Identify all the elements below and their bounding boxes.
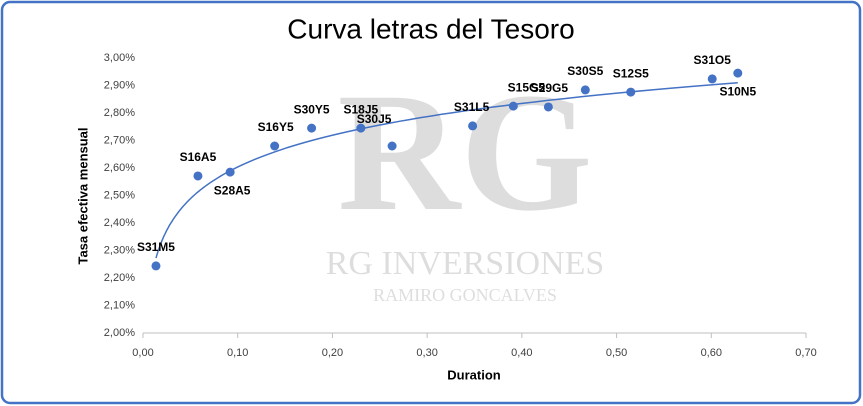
point: [543, 102, 553, 112]
x-axis-label: Duration: [447, 367, 501, 382]
point: [193, 171, 203, 181]
point-label: S15G5: [508, 80, 546, 94]
point-label: S31M5: [137, 240, 175, 254]
y-tick-label: 2,80%: [104, 107, 135, 119]
y-axis-label: Tasa efectiva mensual: [75, 127, 90, 264]
point: [387, 141, 397, 151]
point: [468, 121, 478, 131]
point-label: S30Y5: [294, 102, 330, 116]
point-label: S30J5: [357, 112, 392, 126]
x-tick-label: 0,30: [416, 347, 437, 359]
y-tick-label: 2,60%: [104, 162, 135, 174]
x-tick-label: 0,50: [606, 347, 627, 359]
x-tick-label: 0,10: [227, 347, 248, 359]
point-label: S16Y5: [258, 120, 294, 134]
point-label: S18J5: [343, 102, 378, 116]
point-label: S31O5: [694, 53, 732, 67]
watermark: RG RG INVERSIONES RAMIRO GONCALVES: [326, 58, 605, 305]
x-tick-label: 0,20: [322, 347, 343, 359]
point-label: S30S5: [567, 64, 603, 78]
x-tick-label: 0,60: [701, 347, 722, 359]
watermark-subtext: RAMIRO GONCALVES: [373, 285, 557, 305]
point: [580, 85, 590, 95]
point-label: S31L5: [454, 100, 490, 114]
x-tick-label: 0,70: [795, 347, 816, 359]
y-tick-label: 2,70%: [104, 134, 135, 146]
point: [356, 123, 366, 133]
point: [307, 123, 317, 133]
y-tick-label: 2,30%: [104, 244, 135, 256]
y-tick-label: 2,20%: [104, 272, 135, 284]
y-tick-label: 3,00%: [104, 52, 135, 64]
point: [626, 87, 636, 97]
point: [707, 74, 717, 84]
point-label: S10N5: [719, 84, 756, 98]
point-label: S16A5: [180, 150, 217, 164]
point-label: S12S5: [613, 66, 649, 80]
y-tick-label: 2,00%: [104, 327, 135, 339]
watermark-text: RG INVERSIONES: [326, 245, 605, 282]
y-tick-label: 2,50%: [104, 189, 135, 201]
point: [270, 141, 280, 151]
x-tick-label: 0,00: [132, 347, 153, 359]
y-tick-label: 2,90%: [104, 79, 135, 91]
point: [733, 68, 743, 78]
point: [151, 261, 161, 271]
chart-title: Curva letras del Tesoro: [287, 13, 574, 44]
watermark-logo: RG: [338, 58, 593, 246]
x-tick-label: 0,40: [511, 347, 532, 359]
point: [508, 101, 518, 111]
point-label: S29G5: [531, 81, 569, 95]
point-label: S28A5: [214, 183, 251, 197]
y-tick-label: 2,40%: [104, 217, 135, 229]
y-tick-label: 2,10%: [104, 299, 135, 311]
point: [225, 167, 235, 177]
